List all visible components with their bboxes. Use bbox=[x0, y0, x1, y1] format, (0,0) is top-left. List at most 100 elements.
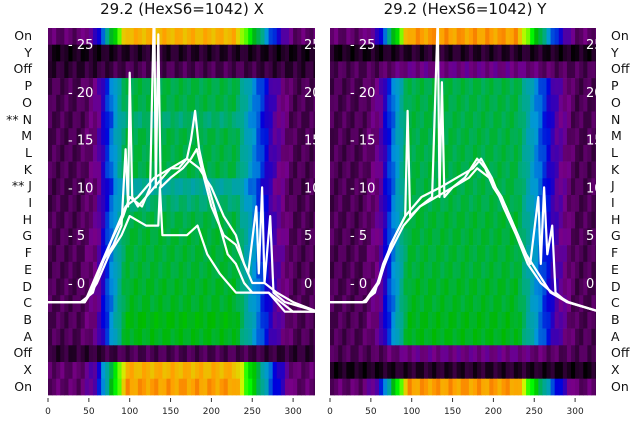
heatmap-cell bbox=[419, 245, 425, 263]
heatmap-cell bbox=[146, 228, 151, 246]
heatmap-cell bbox=[448, 161, 454, 179]
heatmap-cell bbox=[464, 228, 470, 246]
heatmap-cell bbox=[432, 295, 437, 313]
heatmap-cell bbox=[199, 128, 204, 146]
heatmap-cell bbox=[379, 111, 384, 129]
heatmap-cell bbox=[235, 195, 241, 212]
heatmap-cell bbox=[137, 28, 143, 45]
heatmap-cell bbox=[432, 228, 437, 246]
heatmap-cell bbox=[141, 28, 147, 45]
heatmap-cell bbox=[252, 28, 257, 45]
heatmap-cell bbox=[505, 111, 511, 129]
heatmap-cell bbox=[460, 195, 466, 212]
heatmap-cell bbox=[448, 378, 454, 396]
heatmap-cell bbox=[60, 28, 65, 45]
heatmap-cell bbox=[231, 295, 237, 313]
y-tick-label: - 5 bbox=[68, 229, 85, 244]
heatmap-cell bbox=[436, 245, 441, 263]
heatmap-cell bbox=[334, 144, 339, 162]
heatmap-cell bbox=[231, 78, 237, 96]
heatmap-cell bbox=[117, 161, 123, 179]
heatmap-cell bbox=[383, 44, 388, 62]
heatmap-cell bbox=[117, 94, 123, 112]
heatmap-cell bbox=[268, 144, 274, 162]
heatmap-cell bbox=[121, 111, 127, 129]
heatmap-cell bbox=[211, 144, 217, 162]
heatmap-cell bbox=[239, 111, 245, 129]
heatmap-cell bbox=[379, 228, 384, 246]
heatmap-cell bbox=[125, 44, 131, 62]
heatmap-cell bbox=[440, 278, 445, 296]
heatmap-cell bbox=[146, 28, 151, 45]
heatmap-cell bbox=[444, 94, 450, 112]
heatmap-cell bbox=[97, 44, 102, 62]
heatmap-cell bbox=[505, 295, 511, 313]
heatmap-cell bbox=[530, 178, 535, 196]
heatmap-cell bbox=[268, 311, 274, 329]
heatmap-cell bbox=[133, 128, 139, 146]
heatmap-cell bbox=[591, 128, 596, 146]
heatmap-cell bbox=[374, 362, 380, 379]
heatmap-cell bbox=[284, 228, 290, 246]
heatmap-cell bbox=[170, 345, 176, 363]
heatmap-cell bbox=[354, 144, 360, 162]
heatmap-cell bbox=[468, 211, 474, 229]
heatmap-cell bbox=[80, 61, 86, 79]
heatmap-cell bbox=[562, 111, 568, 129]
heatmap-cell bbox=[289, 128, 294, 146]
heatmap-cell bbox=[105, 345, 110, 363]
heatmap-cell bbox=[207, 295, 212, 313]
heatmap-cell bbox=[509, 311, 515, 329]
heatmap-cell bbox=[452, 211, 458, 229]
heatmap-cell bbox=[101, 178, 106, 196]
heatmap-cell bbox=[186, 61, 192, 79]
heatmap-cell bbox=[374, 178, 380, 196]
heatmap-cell bbox=[297, 161, 302, 179]
heatmap-cell bbox=[121, 345, 127, 363]
row-label: C bbox=[611, 295, 620, 311]
heatmap-cell bbox=[121, 278, 127, 296]
heatmap-cell bbox=[268, 94, 274, 112]
heatmap-cell bbox=[195, 161, 200, 179]
heatmap-cell bbox=[530, 195, 535, 212]
heatmap-cell bbox=[125, 345, 131, 363]
heatmap-cell bbox=[481, 161, 486, 179]
heatmap-cell bbox=[60, 111, 65, 129]
heatmap-cell bbox=[186, 378, 192, 396]
heatmap-cell bbox=[203, 228, 208, 246]
heatmap-cell bbox=[346, 295, 352, 313]
heatmap-cell bbox=[280, 345, 286, 363]
heatmap-cell bbox=[550, 311, 556, 329]
row-label: I bbox=[611, 195, 615, 210]
heatmap-cell bbox=[154, 44, 159, 62]
heatmap-cell bbox=[550, 144, 556, 162]
heatmap-cell bbox=[219, 111, 225, 129]
heatmap-cell bbox=[186, 245, 192, 263]
heatmap-cell bbox=[575, 128, 580, 146]
heatmap-cell bbox=[182, 195, 188, 212]
heatmap-cell bbox=[231, 278, 237, 296]
heatmap-cell bbox=[84, 278, 90, 296]
heatmap-cell bbox=[231, 378, 237, 396]
heatmap-cell bbox=[129, 111, 135, 129]
heatmap-cell bbox=[379, 278, 384, 296]
heatmap-cell bbox=[346, 362, 352, 379]
heatmap-cell bbox=[158, 78, 163, 96]
heatmap-cell bbox=[297, 261, 302, 279]
heatmap-cell bbox=[231, 211, 237, 229]
heatmap-cell bbox=[305, 44, 311, 62]
heatmap-cell bbox=[575, 245, 580, 263]
heatmap-cell bbox=[538, 195, 544, 212]
heatmap-cell bbox=[121, 28, 127, 45]
heatmap-cell bbox=[526, 278, 531, 296]
heatmap-cell bbox=[346, 78, 352, 96]
heatmap-cell bbox=[489, 28, 494, 45]
heatmap-cell bbox=[583, 61, 588, 79]
heatmap-cell bbox=[211, 345, 217, 363]
heatmap-cell bbox=[387, 111, 392, 129]
heatmap-cell bbox=[284, 328, 290, 346]
heatmap-cell bbox=[280, 28, 286, 45]
heatmap-cell bbox=[546, 195, 552, 212]
row-label: Y bbox=[24, 44, 32, 60]
heatmap-cell bbox=[587, 111, 593, 129]
